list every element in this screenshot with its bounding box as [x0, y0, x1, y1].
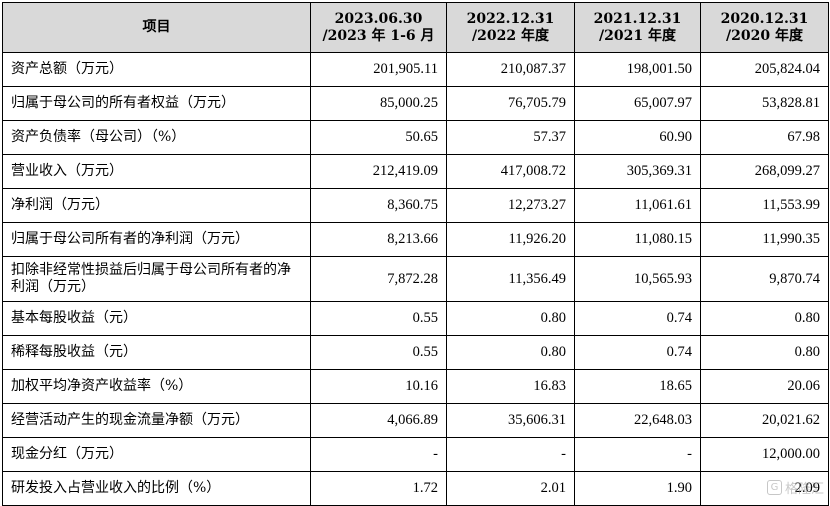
cell-value: 201,905.11 — [310, 52, 447, 87]
cell-value: 0.55 — [310, 301, 447, 336]
cell-value: 212,419.09 — [310, 154, 447, 189]
row-label: 归属于母公司所有者的净利润（万元） — [2, 222, 311, 257]
table-row: 资产负债率（母公司）（%） 50.65 57.37 60.90 67.98 — [2, 120, 829, 155]
table-row: 经营活动产生的现金流量净额（万元） 4,066.89 35,606.31 22,… — [2, 403, 829, 438]
table-row: 归属于母公司的所有者权益（万元） 85,000.25 76,705.79 65,… — [2, 86, 829, 121]
row-label: 基本每股收益（元） — [2, 301, 311, 336]
header-2023h1: 2023.06.30 /2023 年 1-6 月 — [310, 2, 447, 53]
table-row: 稀释每股收益（元） 0.55 0.80 0.74 0.80 — [2, 335, 829, 370]
cell-value: 16.83 — [446, 369, 575, 404]
header-2020: 2020.12.31 /2020 年度 — [700, 2, 829, 53]
cell-value: - — [574, 437, 701, 472]
cell-value: 65,007.97 — [574, 86, 701, 121]
header-2022: 2022.12.31 /2022 年度 — [446, 2, 575, 53]
cell-value: 4,066.89 — [310, 403, 447, 438]
cell-value: 11,080.15 — [574, 222, 701, 257]
cell-value: 0.74 — [574, 335, 701, 370]
cell-value: 417,008.72 — [446, 154, 575, 189]
cell-value: 60.90 — [574, 120, 701, 155]
cell-value: 53,828.81 — [700, 86, 829, 121]
cell-value: 0.74 — [574, 301, 701, 336]
table-row: 营业收入（万元） 212,419.09 417,008.72 305,369.3… — [2, 154, 829, 189]
table-row: 加权平均净资产收益率（%） 10.16 16.83 18.65 20.06 — [2, 369, 829, 404]
cell-value: 8,213.66 — [310, 222, 447, 257]
cell-value: 12,000.00 — [700, 437, 829, 472]
row-label: 资产总额（万元） — [2, 52, 311, 87]
cell-value: 8,360.75 — [310, 188, 447, 223]
cell-value: 11,553.99 — [700, 188, 829, 223]
table-row: 净利润（万元） 8,360.75 12,273.27 11,061.61 11,… — [2, 188, 829, 223]
table-row: 研发投入占营业收入的比例（%） 1.72 2.01 1.90 2.09 — [2, 471, 829, 506]
cell-value: 0.80 — [700, 335, 829, 370]
cell-value: 20.06 — [700, 369, 829, 404]
table-row: 现金分红（万元） - - - 12,000.00 — [2, 437, 829, 472]
cell-value: 2.01 — [446, 471, 575, 506]
cell-value: - — [446, 437, 575, 472]
cell-value: 85,000.25 — [310, 86, 447, 121]
cell-value: 35,606.31 — [446, 403, 575, 438]
cell-value: 57.37 — [446, 120, 575, 155]
cell-value: 7,872.28 — [310, 256, 447, 302]
table-row: 扣除非经常性损益后归属于母公司所有者的净利润（万元） 7,872.28 11,3… — [2, 256, 829, 302]
row-label: 扣除非经常性损益后归属于母公司所有者的净利润（万元） — [2, 256, 311, 302]
cell-value: 20,021.62 — [700, 403, 829, 438]
cell-value: 2.09 — [700, 471, 829, 506]
cell-value: 9,870.74 — [700, 256, 829, 302]
cell-value: 18.65 — [574, 369, 701, 404]
row-label: 净利润（万元） — [2, 188, 311, 223]
row-label: 现金分红（万元） — [2, 437, 311, 472]
row-label: 资产负债率（母公司）（%） — [2, 120, 311, 155]
row-label: 加权平均净资产收益率（%） — [2, 369, 311, 404]
header-item: 项目 — [2, 2, 311, 53]
cell-value: 0.80 — [700, 301, 829, 336]
table-header-row: 项目 2023.06.30 /2023 年 1-6 月 2022.12.31 /… — [2, 2, 829, 53]
cell-value: 0.55 — [310, 335, 447, 370]
table-row: 资产总额（万元） 201,905.11 210,087.37 198,001.5… — [2, 52, 829, 87]
cell-value: 10,565.93 — [574, 256, 701, 302]
header-2021: 2021.12.31 /2021 年度 — [574, 2, 701, 53]
cell-value: 11,061.61 — [574, 188, 701, 223]
cell-value: 76,705.79 — [446, 86, 575, 121]
cell-value: 205,824.04 — [700, 52, 829, 87]
cell-value: 0.80 — [446, 335, 575, 370]
row-label: 研发投入占营业收入的比例（%） — [2, 471, 311, 506]
cell-value: 1.90 — [574, 471, 701, 506]
cell-value: 268,099.27 — [700, 154, 829, 189]
cell-value: 67.98 — [700, 120, 829, 155]
cell-value: 210,087.37 — [446, 52, 575, 87]
cell-value: 50.65 — [310, 120, 447, 155]
table-row: 基本每股收益（元） 0.55 0.80 0.74 0.80 — [2, 301, 829, 336]
row-label: 稀释每股收益（元） — [2, 335, 311, 370]
cell-value: 11,990.35 — [700, 222, 829, 257]
row-label: 营业收入（万元） — [2, 154, 311, 189]
cell-value: 1.72 — [310, 471, 447, 506]
cell-value: 0.80 — [446, 301, 575, 336]
cell-value: - — [310, 437, 447, 472]
cell-value: 11,356.49 — [446, 256, 575, 302]
cell-value: 10.16 — [310, 369, 447, 404]
cell-value: 11,926.20 — [446, 222, 575, 257]
row-label: 归属于母公司的所有者权益（万元） — [2, 86, 311, 121]
cell-value: 22,648.03 — [574, 403, 701, 438]
cell-value: 12,273.27 — [446, 188, 575, 223]
row-label: 经营活动产生的现金流量净额（万元） — [2, 403, 311, 438]
cell-value: 305,369.31 — [574, 154, 701, 189]
cell-value: 198,001.50 — [574, 52, 701, 87]
table-row: 归属于母公司所有者的净利润（万元） 8,213.66 11,926.20 11,… — [2, 222, 829, 257]
